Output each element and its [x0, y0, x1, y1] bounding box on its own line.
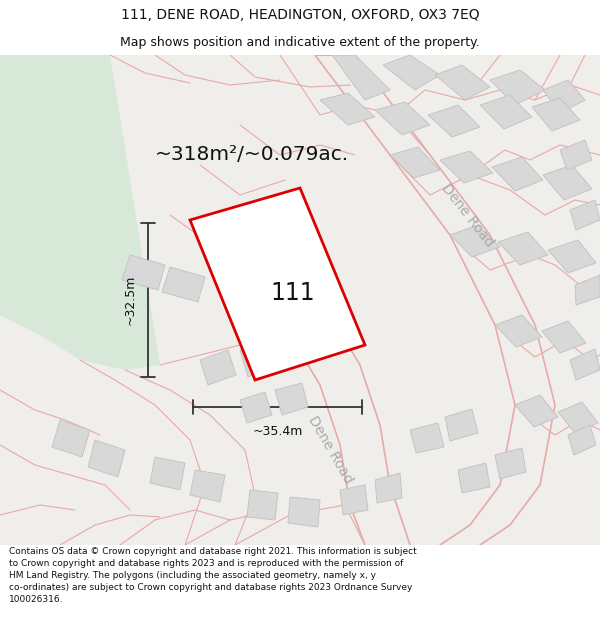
Polygon shape — [570, 349, 600, 380]
Polygon shape — [0, 55, 160, 370]
Polygon shape — [240, 340, 274, 377]
Text: Dene Road: Dene Road — [305, 414, 355, 486]
Polygon shape — [543, 80, 585, 113]
Text: Dene Road: Dene Road — [439, 181, 497, 249]
Polygon shape — [515, 395, 558, 427]
Polygon shape — [428, 105, 480, 137]
Polygon shape — [162, 267, 205, 302]
Polygon shape — [532, 98, 580, 131]
Text: ~35.4m: ~35.4m — [253, 425, 302, 438]
Polygon shape — [190, 470, 225, 502]
Polygon shape — [88, 440, 125, 477]
Polygon shape — [445, 409, 478, 441]
Polygon shape — [122, 255, 165, 290]
Polygon shape — [458, 463, 490, 493]
Polygon shape — [440, 151, 493, 183]
Polygon shape — [375, 473, 402, 503]
Polygon shape — [450, 225, 500, 257]
Polygon shape — [200, 350, 236, 385]
Polygon shape — [495, 315, 542, 347]
Polygon shape — [575, 275, 600, 305]
Polygon shape — [558, 402, 598, 433]
Polygon shape — [240, 392, 272, 423]
Polygon shape — [340, 485, 368, 515]
Text: ~32.5m: ~32.5m — [124, 275, 137, 325]
Polygon shape — [570, 200, 600, 230]
Polygon shape — [498, 232, 548, 265]
Text: Contains OS data © Crown copyright and database right 2021. This information is : Contains OS data © Crown copyright and d… — [9, 548, 417, 604]
Polygon shape — [410, 423, 444, 453]
Polygon shape — [52, 420, 90, 457]
Polygon shape — [288, 497, 320, 527]
Polygon shape — [480, 95, 532, 129]
Polygon shape — [490, 70, 545, 105]
Polygon shape — [543, 165, 592, 200]
Text: Map shows position and indicative extent of the property.: Map shows position and indicative extent… — [120, 36, 480, 49]
Polygon shape — [332, 55, 390, 100]
Polygon shape — [383, 55, 440, 90]
Polygon shape — [560, 140, 592, 170]
Text: 111, DENE ROAD, HEADINGTON, OXFORD, OX3 7EQ: 111, DENE ROAD, HEADINGTON, OXFORD, OX3 … — [121, 8, 479, 22]
Polygon shape — [320, 93, 375, 125]
Polygon shape — [150, 457, 185, 490]
Polygon shape — [190, 188, 365, 380]
Polygon shape — [435, 65, 490, 100]
Polygon shape — [492, 157, 543, 191]
Polygon shape — [548, 240, 596, 273]
Polygon shape — [568, 425, 596, 455]
Polygon shape — [542, 321, 586, 353]
Polygon shape — [247, 490, 278, 520]
Polygon shape — [275, 383, 308, 415]
Text: ~318m²/~0.079ac.: ~318m²/~0.079ac. — [155, 146, 349, 164]
Polygon shape — [375, 102, 430, 135]
Polygon shape — [390, 147, 440, 178]
Polygon shape — [495, 448, 526, 479]
Text: 111: 111 — [270, 281, 315, 305]
